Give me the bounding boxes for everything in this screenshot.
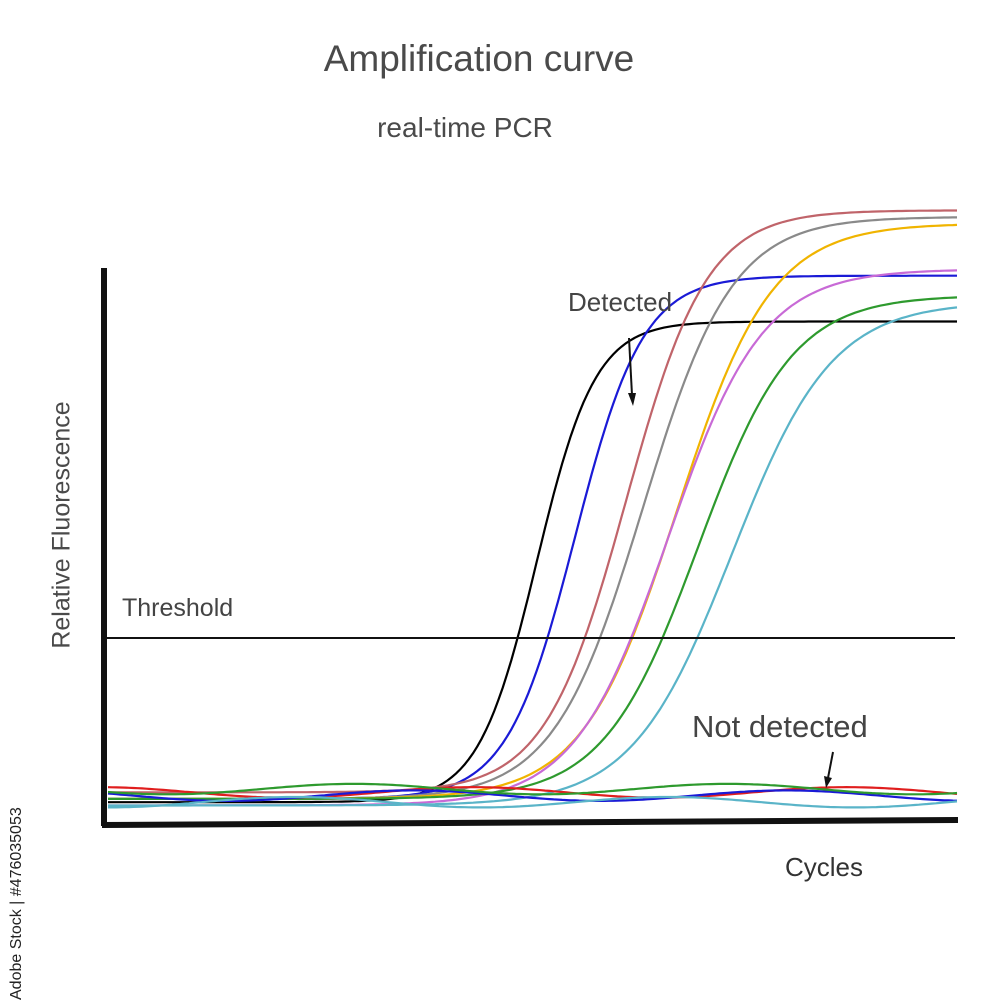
not-detected-arrow	[824, 751, 834, 788]
x-axis-label: Cycles	[785, 852, 864, 882]
detected-curve-7	[108, 306, 958, 807]
stock-watermark: Adobe Stock | #476035053	[8, 807, 25, 1000]
not-detected-curve-11	[108, 795, 958, 809]
chart-subtitle: real-time PCR	[377, 112, 553, 143]
x-axis	[101, 817, 959, 828]
not-detected-curve-9	[107, 789, 958, 802]
threshold-label: Threshold	[122, 594, 234, 622]
detected-arrow	[628, 337, 636, 406]
not-detected-curve-10	[107, 782, 958, 796]
not-detected-label: Not detected	[692, 709, 868, 744]
chart-title: Amplification curve	[323, 38, 635, 79]
y-axis-label: Relative Fluorescence	[47, 401, 76, 649]
detected-label: Detected	[568, 287, 673, 317]
detected-curve-2	[108, 209, 957, 794]
detected-curve-0	[108, 320, 957, 804]
curves-group	[107, 209, 958, 809]
